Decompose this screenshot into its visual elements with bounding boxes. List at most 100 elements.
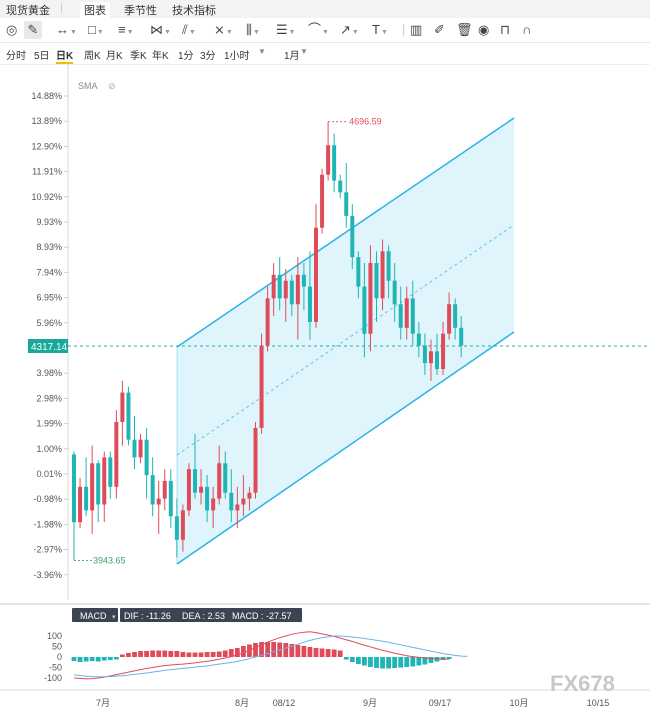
candle-body[interactable] [307, 286, 312, 322]
candle-body[interactable] [156, 498, 161, 505]
candle-body[interactable] [162, 480, 167, 499]
candle-body[interactable] [380, 251, 385, 299]
candle-body[interactable] [217, 463, 222, 499]
period-10[interactable]: 1月 [284, 51, 300, 62]
candle-body[interactable] [404, 298, 409, 328]
brush-tool-icon[interactable]: ⌒▼ [308, 22, 329, 37]
macd-select[interactable] [72, 608, 118, 622]
candle-body[interactable] [350, 215, 355, 258]
period-2[interactable]: 日K [56, 47, 74, 64]
period-5[interactable]: 季K [130, 51, 147, 62]
candle-body[interactable] [211, 498, 216, 511]
period-6[interactable]: 年K [152, 51, 169, 62]
trash-icon[interactable]: 🗑 [456, 22, 473, 37]
period-4[interactable]: 月K [106, 51, 123, 62]
candle-body[interactable] [356, 257, 361, 287]
candle-body[interactable] [428, 351, 433, 364]
candle-body[interactable] [102, 457, 107, 505]
candle-body[interactable] [120, 392, 125, 423]
period-dropdown-icon[interactable]: ▼ [258, 47, 266, 56]
candle-body[interactable] [241, 498, 246, 505]
text-tool-icon[interactable]: T▼ [372, 22, 388, 37]
eye-icon[interactable]: ◉ [478, 22, 490, 37]
candle-body[interactable] [168, 480, 173, 517]
candle-body[interactable] [416, 333, 421, 346]
candle-body[interactable] [453, 304, 458, 328]
candle-body[interactable] [368, 263, 373, 334]
candle-body[interactable] [283, 280, 288, 299]
candle-body[interactable] [150, 475, 155, 505]
candle-body[interactable] [193, 469, 197, 493]
candle-body[interactable] [441, 333, 446, 370]
pencil-icon[interactable]: ✎ [24, 21, 42, 39]
period-3[interactable]: 周K [84, 51, 101, 62]
candle-body[interactable] [435, 351, 439, 370]
candle-body[interactable] [235, 504, 240, 511]
target-icon[interactable]: ◎ [6, 22, 18, 37]
candle-body[interactable] [84, 486, 89, 511]
bars-tool-icon[interactable]: ⫼▼ [246, 22, 260, 37]
candle-body[interactable] [344, 192, 349, 216]
candle-body[interactable] [259, 345, 264, 428]
candle-body[interactable] [180, 510, 185, 540]
period-9[interactable]: 1小时 [224, 51, 250, 62]
candle-body[interactable] [199, 486, 204, 493]
candle-body[interactable] [295, 274, 300, 305]
candle-body[interactable] [114, 422, 119, 487]
candle-body[interactable] [271, 274, 276, 299]
tab-indicators[interactable]: 技术指标 [172, 5, 216, 17]
candle-body[interactable] [132, 439, 137, 458]
candle-body[interactable] [72, 454, 76, 523]
candle-body[interactable] [326, 145, 331, 175]
fib-tool-icon[interactable]: ⫽▼ [182, 22, 196, 37]
macd-dropdown-icon[interactable]: ▾ [112, 614, 116, 621]
candle-body[interactable] [96, 463, 101, 505]
candle-body[interactable] [447, 304, 452, 334]
arrow-tool-icon[interactable]: ↗▼ [340, 22, 359, 37]
rect-tool-icon[interactable]: □▼ [88, 22, 104, 37]
tab-seasonal[interactable]: 季节性 [124, 5, 157, 17]
period-7[interactable]: 1分 [178, 51, 194, 62]
candle-body[interactable] [90, 463, 95, 511]
line-tool-icon[interactable]: ↔▼ [56, 22, 77, 37]
candle-body[interactable] [392, 280, 397, 305]
candle-body[interactable] [205, 486, 210, 511]
candle-body[interactable] [247, 492, 252, 499]
channel-tool-icon[interactable]: ≡▼ [118, 22, 134, 37]
candle-body[interactable] [253, 427, 258, 493]
price-chart[interactable]: SMA ⊘ 14.88% 13.89% 12.90% 11.91% 10.92% 9.93… [0, 64, 650, 710]
candle-body[interactable] [314, 227, 318, 322]
candle-body[interactable] [78, 486, 83, 523]
candle-body[interactable] [126, 392, 131, 440]
candle-body[interactable] [374, 263, 379, 299]
period-dropdown-icon[interactable]: ▼ [300, 47, 308, 56]
candle-body[interactable] [186, 469, 191, 511]
candle-body[interactable] [265, 298, 270, 346]
gann-tool-icon[interactable]: ⨯▼ [214, 22, 233, 37]
edit-icon[interactable]: ✐ [434, 22, 445, 37]
candle-body[interactable] [362, 286, 367, 334]
candle-body[interactable] [386, 251, 391, 281]
channel-lower-line[interactable] [176, 331, 515, 565]
candle-body[interactable] [229, 492, 234, 511]
candle-body[interactable] [338, 180, 343, 193]
candle-body[interactable] [223, 463, 228, 493]
period-0[interactable]: 分时 [6, 51, 26, 62]
candle-body[interactable] [422, 345, 427, 364]
candle-body[interactable] [174, 516, 179, 540]
candle-body[interactable] [332, 145, 337, 181]
candle-body[interactable] [108, 457, 113, 487]
candle-body[interactable] [301, 274, 306, 287]
pattern-tool-icon[interactable]: ⋈▼ [150, 22, 171, 37]
period-1[interactable]: 5日 [34, 51, 50, 62]
candle-body[interactable] [289, 280, 294, 305]
channel-upper-line[interactable] [176, 117, 515, 348]
candle-body[interactable] [138, 439, 143, 458]
candle-body[interactable] [398, 304, 403, 328]
measure-tool-icon[interactable]: ☰▼ [276, 22, 296, 37]
candle-body[interactable] [320, 174, 325, 228]
candle-body[interactable] [410, 298, 415, 334]
chart-type-icon[interactable]: ▥ [410, 22, 423, 37]
candle-body[interactable] [277, 274, 282, 299]
period-8[interactable]: 3分 [200, 51, 216, 62]
